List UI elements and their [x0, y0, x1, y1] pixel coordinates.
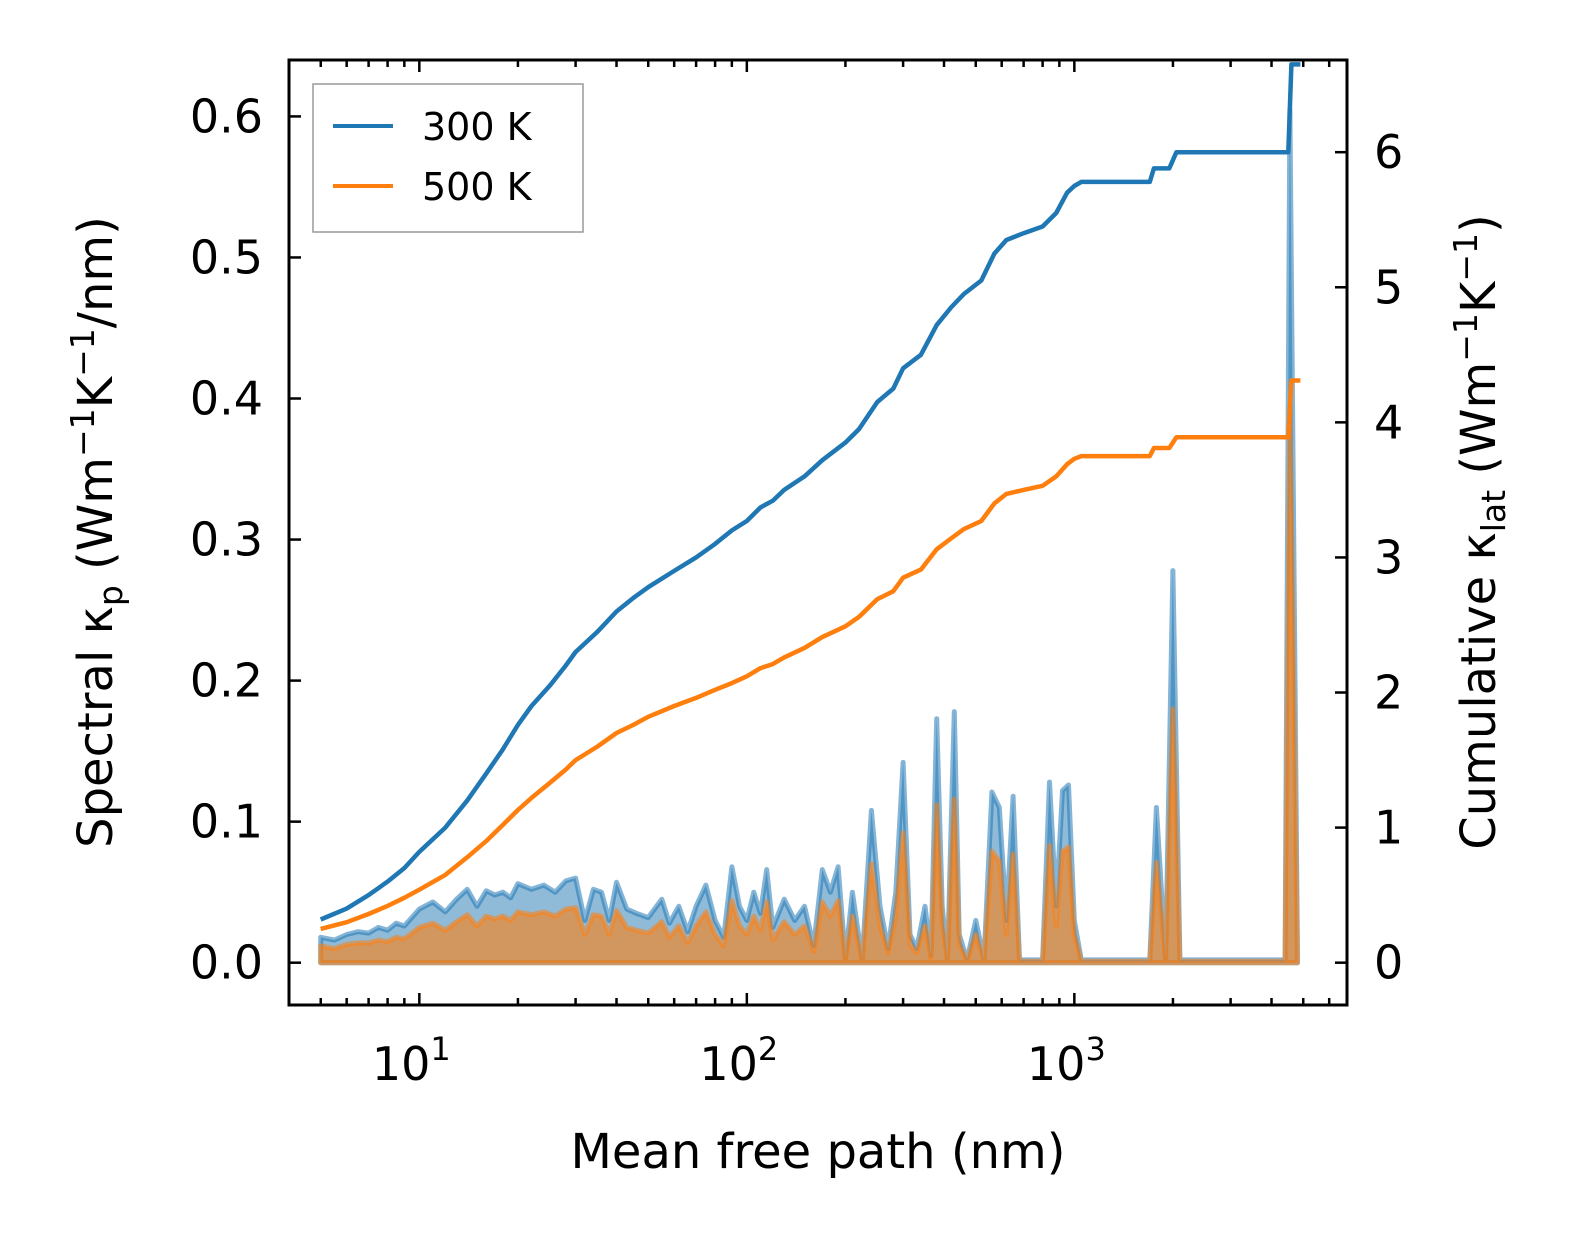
cumulative-line-300k — [319, 62, 1301, 922]
axis-ticks: 101 102 103 0.0 0.1 0.2 0.3 0.4 0.5 0.6 0 1 2 3 4 5 6 — [190, 60, 1403, 1091]
y-right-tick-label: 5 — [1374, 260, 1403, 314]
y-axis-right-title: Cumulative κlat (Wm−1K−1) — [1446, 214, 1513, 850]
y-right-tick-label: 2 — [1374, 666, 1403, 720]
y-left-tick-label: 0.3 — [190, 513, 263, 567]
y-left-tick-label: 0.5 — [190, 230, 263, 284]
plot-area — [318, 62, 1301, 966]
y-axis-left-title: Spectral κp (Wm−1K−1/nm) — [63, 216, 130, 848]
y-left-tick-label: 0.1 — [190, 795, 263, 849]
y-right-tick-label: 6 — [1374, 125, 1403, 179]
x-tick-label: 101 — [372, 1030, 451, 1091]
legend-label-500k: 500 K — [422, 165, 533, 209]
legend: 300 K 500 K — [312, 83, 584, 233]
spectral-area-500k — [318, 405, 1300, 966]
x-axis-title: Mean free path (nm) — [571, 1124, 1066, 1180]
cumulative-line-500k — [320, 378, 1301, 932]
y-left-tick-label: 0.2 — [190, 654, 263, 708]
y-left-tick-label: 0.6 — [190, 89, 263, 143]
y-right-tick-label: 4 — [1374, 395, 1403, 449]
x-tick-label: 102 — [699, 1030, 778, 1091]
y-left-tick-label: 0.0 — [190, 936, 263, 990]
y-left-tick-label: 0.4 — [190, 372, 263, 426]
legend-box — [312, 83, 584, 233]
y-right-tick-label: 1 — [1374, 801, 1403, 855]
y-right-tick-label: 3 — [1374, 530, 1403, 584]
y-right-tick-label: 0 — [1374, 936, 1403, 990]
legend-label-300k: 300 K — [422, 105, 533, 149]
x-tick-label: 103 — [1027, 1030, 1106, 1091]
axes-frame — [287, 58, 1349, 1007]
